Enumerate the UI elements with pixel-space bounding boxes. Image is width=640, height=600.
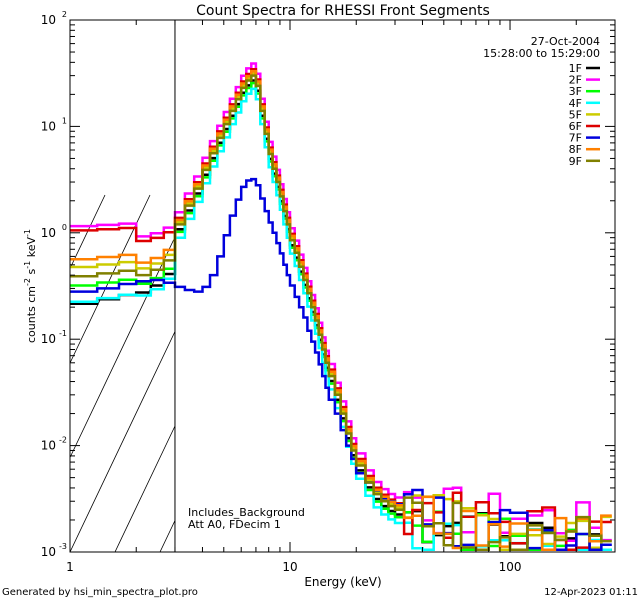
y-tick-exponent: -2	[59, 436, 67, 445]
y-tick-exponent: -3	[59, 542, 67, 551]
annotation-date: 27-Oct-2004	[531, 35, 600, 48]
y-tick-label: 10	[41, 226, 56, 240]
legend-label-3f: 3F	[569, 85, 582, 98]
annotation-background: Includes_Background	[188, 506, 305, 519]
x-tick-label: 10	[282, 560, 297, 574]
y-tick-label: 10	[41, 119, 56, 133]
series-line-3f	[70, 81, 612, 551]
legend-label-7f: 7F	[569, 132, 582, 145]
hatch-line	[0, 195, 15, 552]
series-layer	[70, 62, 612, 551]
y-axis-label-part-c: s	[25, 268, 38, 277]
plot-frame	[69, 19, 616, 553]
chart-title: Count Spectra for RHESSI Front Segments	[196, 3, 490, 19]
y-axis-label-exp-2: -1	[23, 261, 32, 269]
y-axis-label-exp-3: -1	[23, 229, 32, 237]
hatch-line	[70, 194, 151, 364]
hatch-line	[565, 195, 640, 552]
x-tick-label: 1	[66, 560, 74, 574]
hatch-line	[340, 195, 510, 552]
hatch-line	[114, 425, 175, 552]
footer-generated-by: Generated by hsi_min_spectra_plot.pro	[2, 587, 198, 598]
legend-label-1f: 1F	[569, 62, 582, 75]
hatch-line	[520, 195, 640, 552]
legend-label-6f: 6F	[569, 120, 582, 133]
y-tick-exponent: 0	[62, 223, 67, 232]
series-line-8f	[70, 69, 612, 551]
excluded-region-hatch	[0, 194, 640, 552]
x-tick-label: 100	[499, 560, 522, 574]
hatch-line	[430, 195, 600, 552]
legend-label-9f: 9F	[569, 155, 582, 168]
hatch-line	[70, 194, 106, 270]
hatch-line	[70, 330, 175, 552]
series-line-2f	[70, 62, 612, 543]
annotation-attenuator: Att A0, FDecim 1	[188, 518, 281, 531]
series-line-6f	[70, 67, 612, 551]
legend-label-5f: 5F	[569, 108, 582, 121]
legend-label-8f: 8F	[569, 143, 582, 156]
legend-label-4f: 4F	[569, 97, 582, 110]
y-tick-label: 10	[41, 439, 56, 453]
y-tick-label: 10	[41, 332, 56, 346]
series-line-1f	[70, 79, 612, 551]
legend-label-2f: 2F	[569, 74, 582, 87]
hatch-line	[70, 236, 175, 459]
y-axis-label-part-e: keV	[25, 237, 38, 261]
series-line-5f	[70, 72, 612, 551]
y-axis-label: counts cm-2 s-1 keV-1	[23, 229, 38, 343]
annotation-time-range: 15:28:00 to 15:29:00	[483, 47, 600, 60]
y-axis-label-exp-1: -2	[23, 278, 32, 286]
hatch-line	[159, 519, 175, 552]
y-tick-exponent: -1	[59, 329, 67, 338]
series-line-4f	[70, 87, 612, 551]
y-tick-exponent: 2	[62, 10, 67, 19]
y-axis-label-part-a: counts cm	[25, 286, 38, 343]
series-line-9f	[70, 74, 612, 551]
y-tick-label: 10	[41, 545, 56, 559]
y-tick-exponent: 1	[62, 116, 67, 125]
x-axis-label: Energy (keV)	[304, 575, 381, 589]
y-tick-label: 10	[41, 13, 56, 27]
footer-timestamp: 12-Apr-2023 01:11	[544, 587, 638, 598]
